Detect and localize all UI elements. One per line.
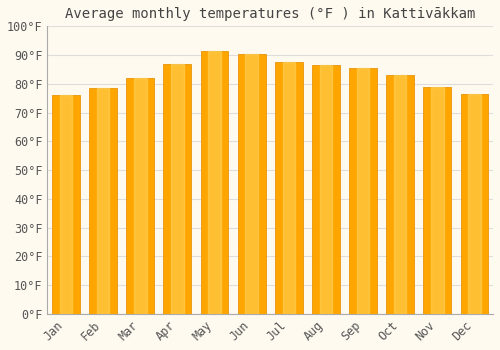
Bar xyxy=(424,87,452,314)
Bar xyxy=(349,68,377,314)
Bar xyxy=(134,78,146,314)
Bar xyxy=(460,94,488,314)
Bar xyxy=(164,64,192,314)
Bar xyxy=(238,54,266,314)
Bar xyxy=(357,68,370,314)
Bar xyxy=(208,51,221,314)
Bar xyxy=(386,75,414,314)
Bar xyxy=(320,65,332,314)
Bar xyxy=(312,65,340,314)
Bar xyxy=(126,78,154,314)
Bar xyxy=(468,94,481,314)
Bar xyxy=(200,51,228,314)
Title: Average monthly temperatures (°F ) in Kattivākkam: Average monthly temperatures (°F ) in Ka… xyxy=(65,7,476,21)
Bar xyxy=(282,62,295,314)
Bar xyxy=(246,54,258,314)
Bar xyxy=(394,75,406,314)
Bar xyxy=(97,88,110,314)
Bar xyxy=(52,95,80,314)
Bar xyxy=(89,88,117,314)
Bar xyxy=(431,87,444,314)
Bar xyxy=(171,64,183,314)
Bar xyxy=(275,62,302,314)
Bar xyxy=(60,95,72,314)
